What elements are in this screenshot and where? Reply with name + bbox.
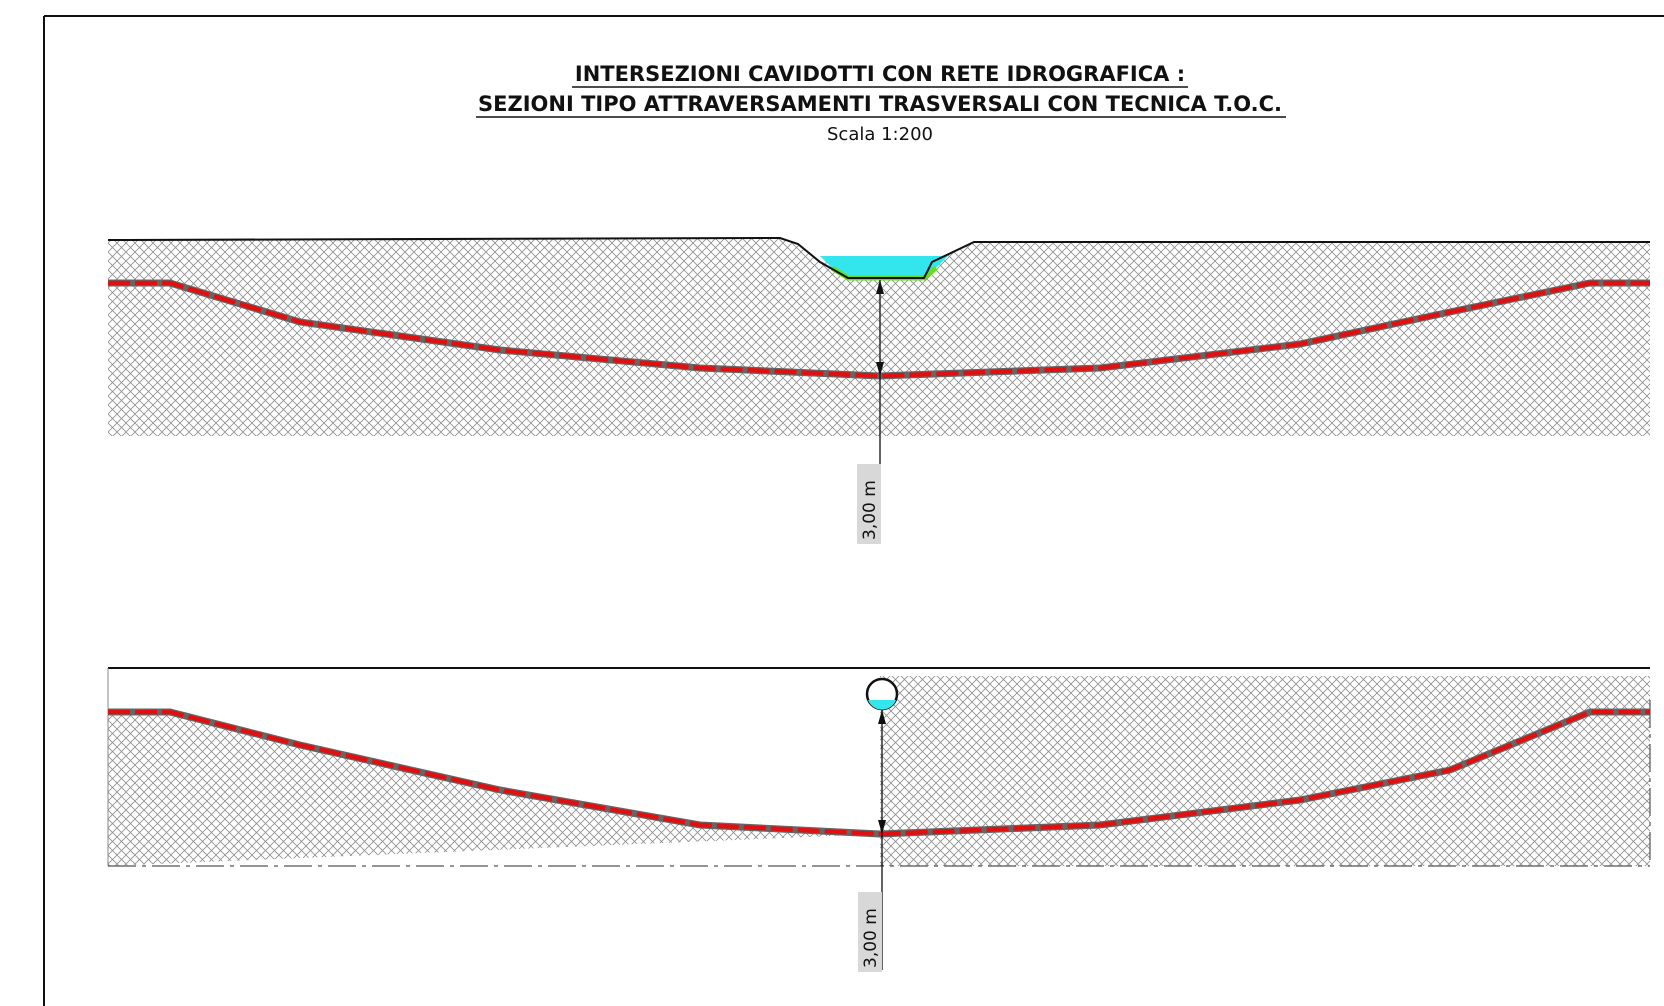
title-block: INTERSEZIONI CAVIDOTTI CON RETE IDROGRAF… <box>476 62 1286 145</box>
soil-mass-1 <box>108 238 1650 436</box>
section-2-pipe: 3,00 m <box>107 667 1651 972</box>
title-line-2: SEZIONI TIPO ATTRAVERSAMENTI TRASVERSALI… <box>478 92 1282 116</box>
ground-line-1 <box>107 236 1650 279</box>
depth-label-1: 3,00 m <box>860 480 880 540</box>
sheet-frame <box>43 15 1664 1006</box>
title-line-1: INTERSEZIONI CAVIDOTTI CON RETE IDROGRAF… <box>575 62 1185 86</box>
culvert-pipe <box>865 677 899 711</box>
channel-water <box>820 256 948 278</box>
depth-dimension-2: 3,00 m <box>858 710 886 972</box>
depth-label-2: 3,00 m <box>861 908 881 968</box>
depth-dimension-1: 3,00 m <box>857 280 884 544</box>
section-1-channel: 3,00 m <box>107 236 1650 544</box>
scale-label: Scala 1:200 <box>827 124 933 145</box>
